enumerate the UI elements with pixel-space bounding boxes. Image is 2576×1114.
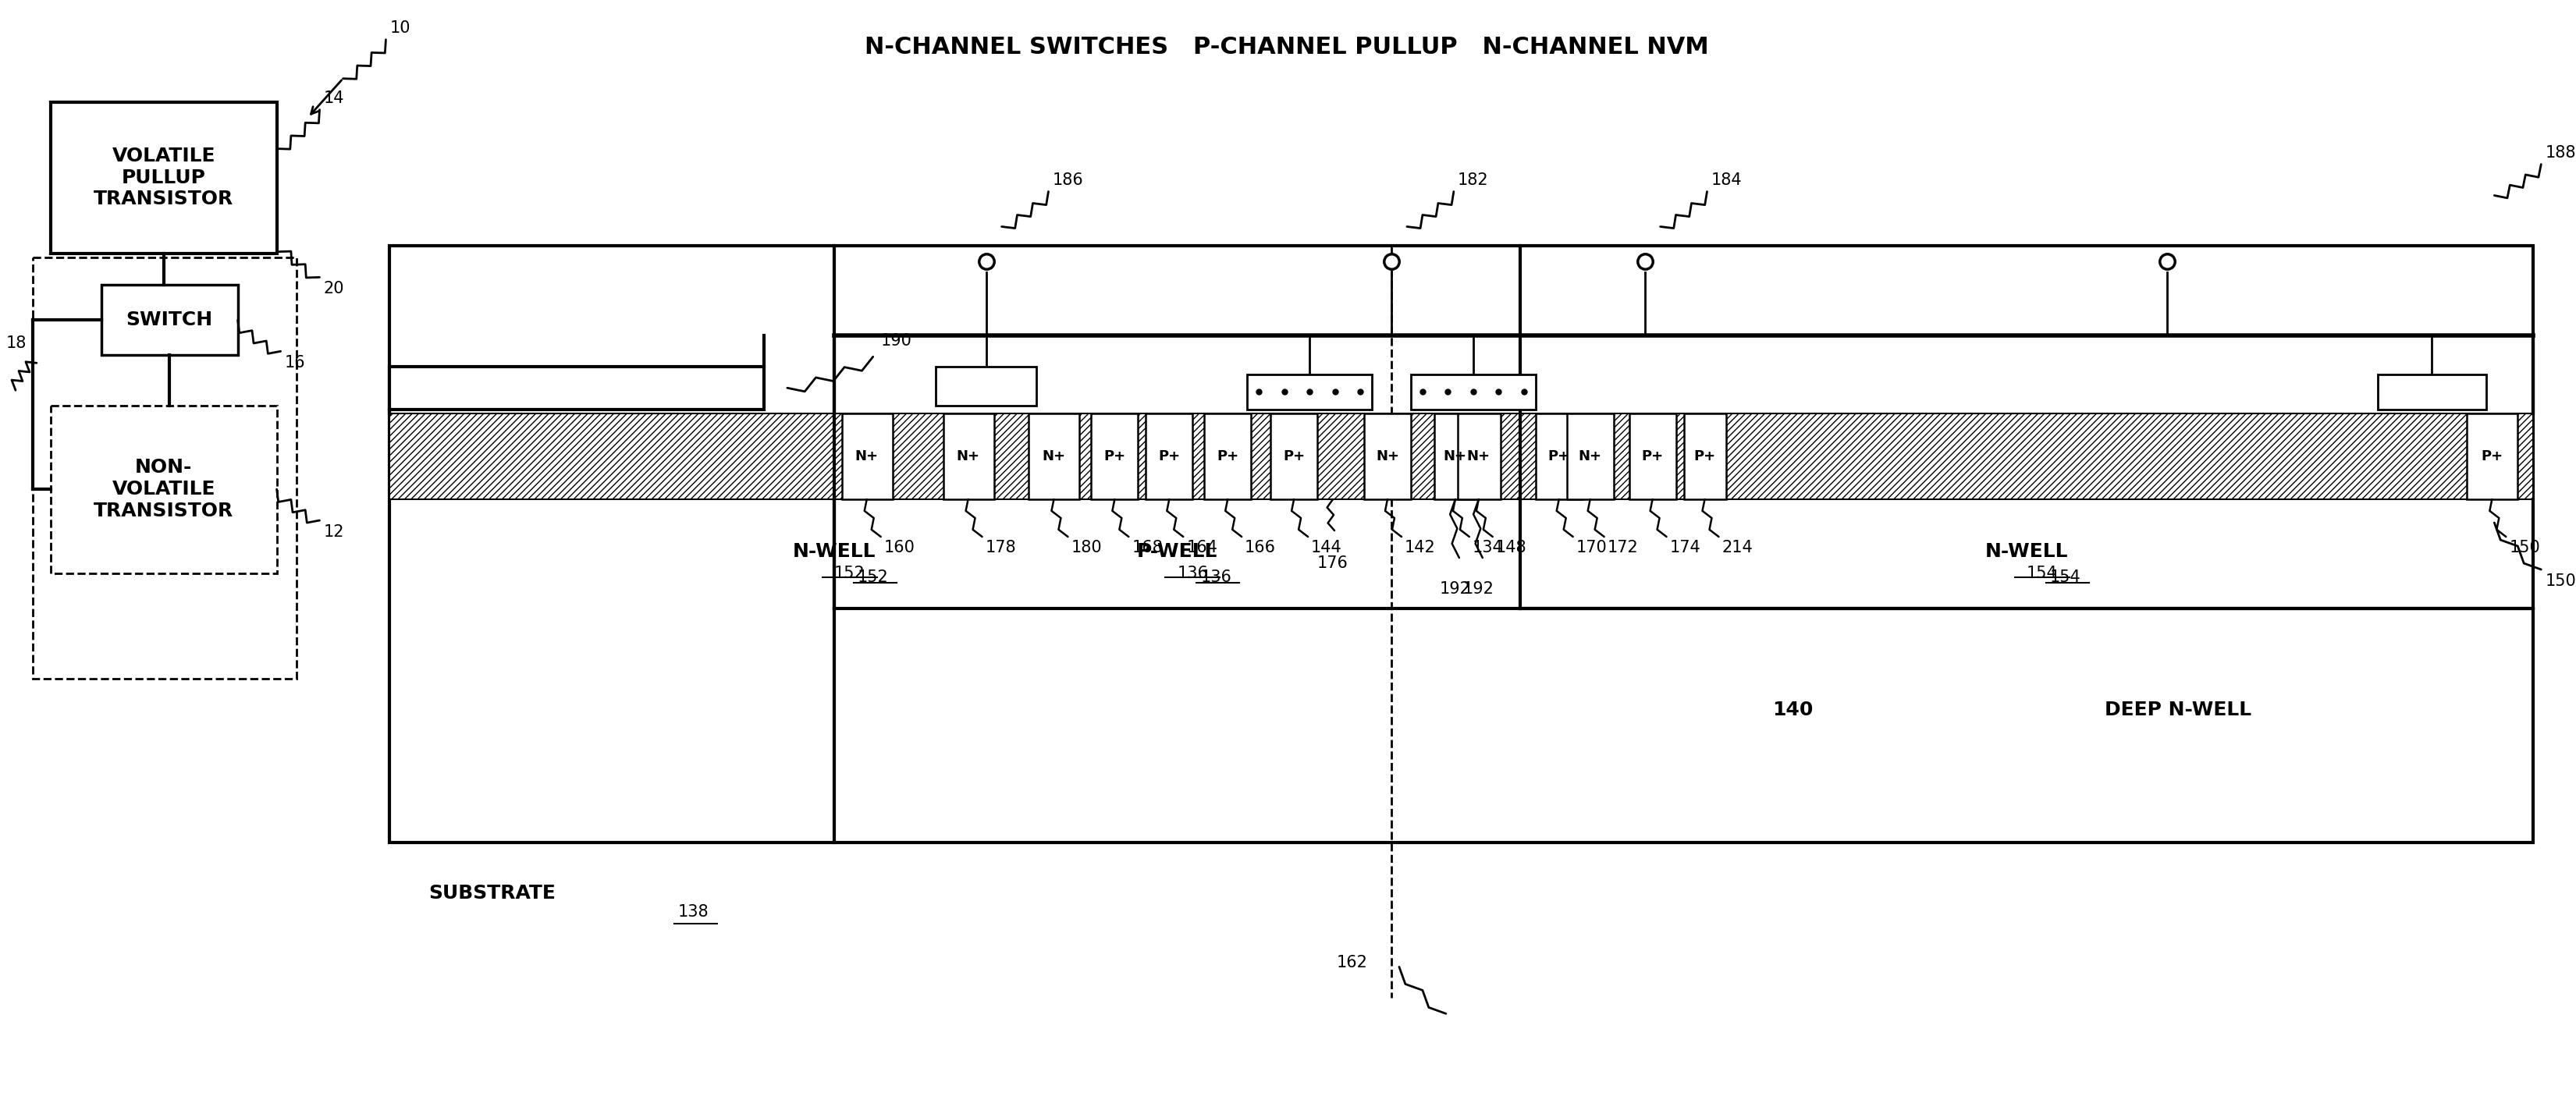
Bar	[943, 413, 994, 499]
Text: 142: 142	[1404, 540, 1435, 556]
Bar	[389, 413, 2532, 499]
Text: 152: 152	[835, 566, 866, 582]
Text: 192: 192	[1440, 582, 1471, 597]
Text: 138: 138	[677, 905, 708, 920]
Text: N+: N+	[1466, 449, 1492, 463]
Text: P+: P+	[2481, 449, 2504, 463]
Text: 150: 150	[2545, 574, 2576, 589]
Text: 180: 180	[1072, 540, 1103, 556]
Text: N+: N+	[1376, 449, 1399, 463]
Text: 174: 174	[1669, 540, 1700, 556]
Text: N-CHANNEL SWITCHES   P-CHANNEL PULLUP   N-CHANNEL NVM: N-CHANNEL SWITCHES P-CHANNEL PULLUP N-CH…	[866, 36, 1708, 58]
Text: 176: 176	[1316, 556, 1347, 571]
Bar	[1206, 413, 1252, 499]
Text: 134: 134	[1473, 540, 1504, 556]
Text: 148: 148	[1497, 540, 1528, 556]
Text: P+: P+	[1548, 449, 1569, 463]
Bar	[1458, 413, 1499, 499]
Bar	[2468, 413, 2517, 499]
Bar	[1146, 413, 1193, 499]
Text: 18: 18	[5, 335, 26, 351]
Bar	[842, 413, 891, 499]
Text: 160: 160	[884, 540, 914, 556]
Bar	[1685, 413, 1726, 499]
Text: N+: N+	[1443, 449, 1466, 463]
Text: 214: 214	[1721, 540, 1752, 556]
Text: 144: 144	[1311, 540, 1342, 556]
Text: 190: 190	[881, 333, 912, 349]
Text: N+: N+	[1579, 449, 1602, 463]
Text: P+: P+	[1695, 449, 1716, 463]
Bar	[1365, 413, 1412, 499]
Text: 182: 182	[1458, 172, 1489, 187]
Text: 164: 164	[1188, 540, 1218, 556]
Text: 16: 16	[283, 355, 307, 371]
Text: 172: 172	[1607, 540, 1638, 556]
Text: N+: N+	[956, 449, 979, 463]
Bar	[389, 367, 765, 410]
Bar	[1247, 374, 1373, 410]
Text: SWITCH: SWITCH	[126, 311, 211, 330]
Text: 140: 140	[1772, 701, 1814, 720]
Bar	[935, 367, 1036, 405]
Text: 168: 168	[1131, 540, 1162, 556]
Bar	[52, 405, 276, 574]
Text: P+: P+	[1641, 449, 1664, 463]
Text: 136: 136	[1177, 566, 1208, 582]
Text: 10: 10	[389, 20, 410, 36]
Text: 184: 184	[1710, 172, 1741, 187]
Bar	[1566, 413, 1613, 499]
Bar	[1092, 413, 1139, 499]
Text: 12: 12	[325, 525, 345, 540]
Bar	[1628, 413, 1677, 499]
Text: 154: 154	[2050, 569, 2081, 585]
Text: N+: N+	[855, 449, 878, 463]
Bar	[33, 257, 296, 678]
Text: 178: 178	[984, 540, 1015, 556]
Text: 188: 188	[2545, 145, 2576, 160]
Text: N+: N+	[1043, 449, 1066, 463]
Bar	[1028, 413, 1079, 499]
Text: 152: 152	[858, 569, 889, 585]
Bar	[1435, 413, 1476, 499]
Text: 166: 166	[1244, 540, 1275, 556]
Text: P-WELL: P-WELL	[1136, 543, 1218, 561]
Text: DEEP N-WELL: DEEP N-WELL	[2105, 701, 2251, 720]
Text: 192: 192	[1463, 582, 1494, 597]
Text: 136: 136	[1200, 569, 1231, 585]
Text: 150: 150	[2509, 540, 2540, 556]
Text: 186: 186	[1051, 172, 1084, 187]
Text: VOLATILE
PULLUP
TRANSISTOR: VOLATILE PULLUP TRANSISTOR	[93, 146, 234, 208]
Bar	[100, 285, 237, 355]
Text: 20: 20	[325, 281, 345, 296]
Text: P+: P+	[1159, 449, 1180, 463]
Text: P+: P+	[1216, 449, 1239, 463]
Bar	[1412, 374, 1535, 410]
Bar	[1270, 413, 1316, 499]
Text: 14: 14	[325, 90, 345, 106]
Bar	[1535, 413, 1582, 499]
Text: SUBSTRATE: SUBSTRATE	[428, 883, 556, 902]
Text: 170: 170	[1577, 540, 1607, 556]
Text: NON-
VOLATILE
TRANSISTOR: NON- VOLATILE TRANSISTOR	[93, 458, 234, 520]
Text: 154: 154	[2027, 566, 2058, 582]
Text: N-WELL: N-WELL	[793, 543, 876, 561]
Text: P+: P+	[1103, 449, 1126, 463]
Text: P+: P+	[1283, 449, 1306, 463]
Bar	[389, 246, 2532, 842]
Bar	[52, 102, 276, 254]
Text: 162: 162	[1337, 955, 1368, 970]
Text: N-WELL: N-WELL	[1986, 543, 2069, 561]
Bar	[2378, 374, 2486, 410]
